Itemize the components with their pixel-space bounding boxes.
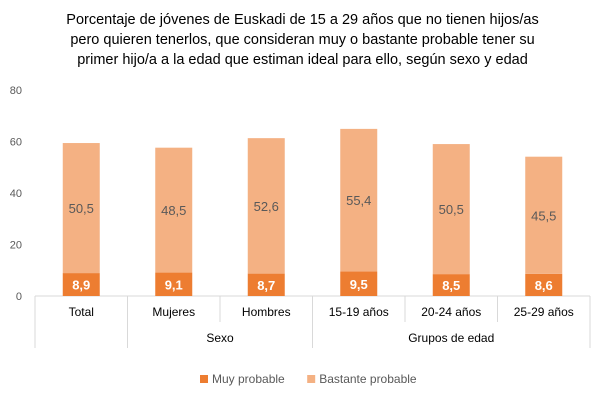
bar-muy-probable (62, 273, 100, 296)
y-tick-label: 20 (10, 240, 22, 252)
bar-muy-probable (432, 274, 470, 296)
bar-bastante-probable (62, 143, 100, 274)
data-label: 45,5 (531, 208, 556, 223)
bar-muy-probable (525, 273, 563, 296)
group-label: Sexo (206, 331, 234, 345)
data-label: 55,4 (346, 193, 371, 208)
data-label: 8,6 (535, 278, 553, 293)
data-label: 52,6 (254, 199, 279, 214)
y-tick-label: 40 (10, 188, 22, 200)
data-label: 8,5 (442, 278, 460, 293)
legend-swatch (200, 375, 208, 383)
data-label: 50,5 (439, 202, 464, 217)
data-label: 50,5 (69, 201, 94, 216)
group-label: Grupos de edad (408, 331, 494, 345)
x-tick-label: Total (69, 305, 94, 319)
data-label: 9,1 (165, 277, 183, 292)
data-label: 48,5 (161, 203, 186, 218)
bar-muy-probable (247, 273, 285, 296)
bar-muy-probable (155, 272, 193, 296)
title-line: primer hijo/a a la edad que estiman idea… (77, 52, 528, 68)
x-tick-label: Mujeres (152, 305, 195, 319)
data-label: 8,9 (72, 278, 90, 293)
data-label: 8,7 (257, 278, 275, 293)
data-label: 9,5 (350, 277, 368, 292)
legend-swatch (307, 375, 316, 383)
title-line: pero quieren tenerlos, que consideran mu… (70, 32, 535, 48)
y-tick-label: 0 (16, 291, 22, 303)
x-tick-label: 20-24 años (421, 305, 481, 319)
y-tick-label: 60 (10, 137, 22, 149)
x-tick-label: 25-29 años (514, 305, 574, 319)
chart-title: Porcentaje de jóvenes de Euskadi de 15 a… (0, 10, 605, 70)
x-tick-label: 15-19 años (329, 305, 389, 319)
legend-label: Muy probable (212, 372, 285, 386)
bar-bastante-probable (525, 156, 563, 274)
bar-muy-probable (340, 271, 378, 296)
y-tick-label: 80 (10, 85, 22, 97)
x-tick-label: Hombres (242, 305, 291, 319)
bar-bastante-probable (340, 128, 378, 272)
bar-bastante-probable (247, 138, 285, 274)
legend-label: Bastante probable (319, 372, 417, 386)
bar-bastante-probable (432, 144, 470, 275)
title-line: Porcentaje de jóvenes de Euskadi de 15 a… (66, 12, 539, 28)
bar-bastante-probable (155, 147, 193, 273)
